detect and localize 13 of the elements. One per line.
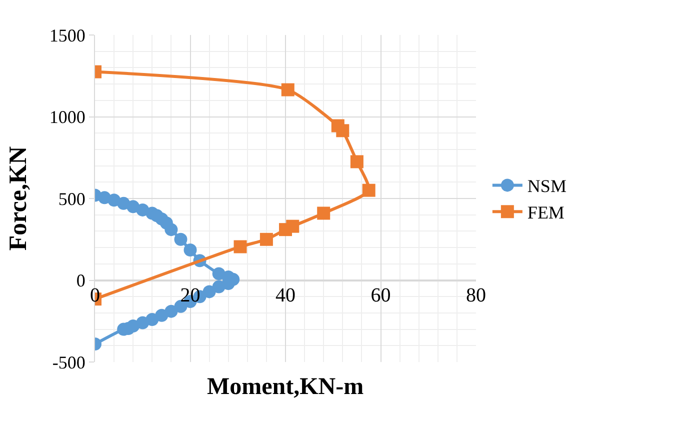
x-axis-title: Moment,KN-m (207, 374, 364, 400)
y-tick-label: 1000 (49, 107, 86, 128)
x-tick-label: 80 (466, 284, 486, 306)
x-tick-label: 40 (276, 284, 296, 306)
y-axis-title: Force,KN (5, 146, 32, 251)
y-tick-label: 500 (58, 188, 86, 209)
y-tick-label: -500 (52, 352, 86, 372)
legend-label: FEM (527, 202, 564, 223)
legend-label: NSM (527, 176, 566, 196)
x-tick-label: 60 (370, 284, 391, 306)
y-tick-label: 0 (76, 270, 86, 291)
x-tick-label: 0 (90, 284, 100, 306)
y-tick-label: 1500 (49, 25, 86, 46)
